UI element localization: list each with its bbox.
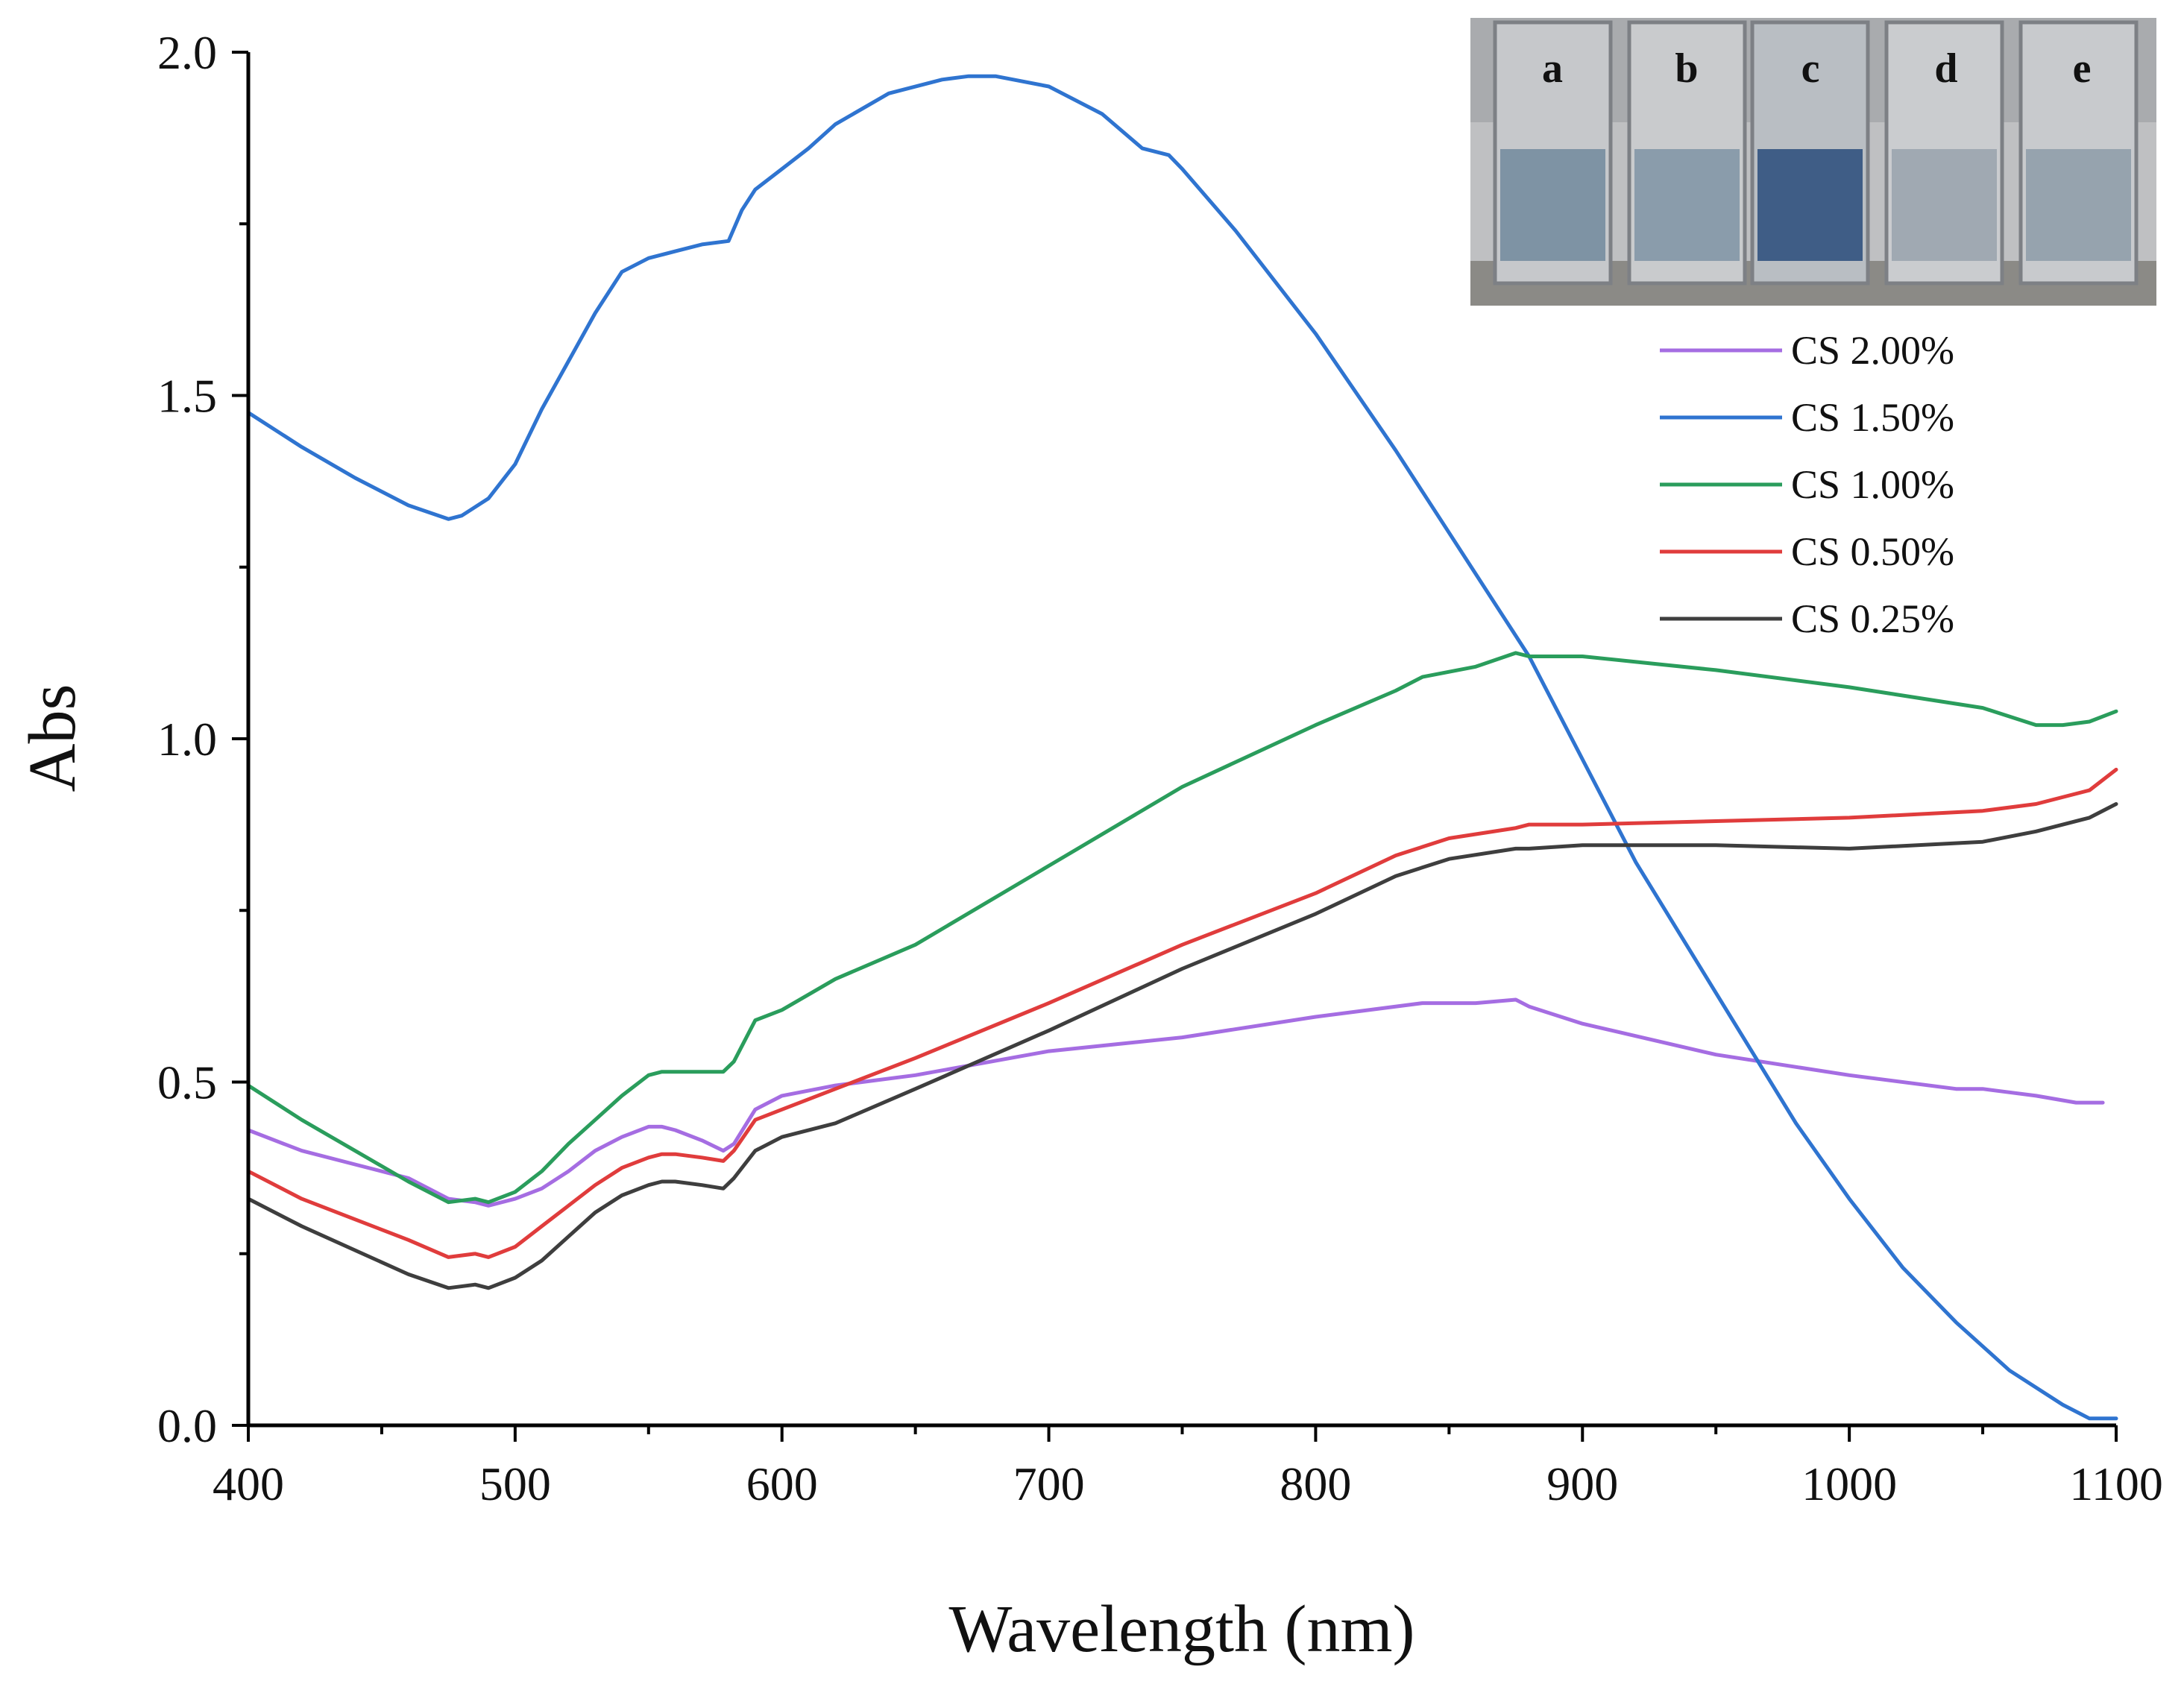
cuvette-d bbox=[1884, 20, 2004, 286]
cuvette-label-d: d bbox=[1934, 45, 1957, 92]
cuvette-a bbox=[1493, 20, 1613, 286]
cuvette-e bbox=[2018, 20, 2139, 286]
cuvette-a-solution bbox=[1500, 149, 1605, 261]
x-tick-label: 700 bbox=[1013, 1457, 1085, 1510]
cuvette-e-solution bbox=[2026, 149, 2131, 261]
cuvette-photo-inset: a b c d e bbox=[1470, 18, 2156, 306]
series-line-4 bbox=[246, 767, 2118, 1259]
x-tick-label: 500 bbox=[479, 1457, 551, 1510]
series-line-2 bbox=[246, 74, 2118, 1421]
x-tick-label: 1000 bbox=[1801, 1457, 1897, 1510]
y-tick-label: 1.5 bbox=[157, 370, 217, 423]
legend-label-1: CS 2.00% bbox=[1791, 328, 1954, 373]
x-tick-label: 800 bbox=[1280, 1457, 1351, 1510]
cuvette-label-b: b bbox=[1675, 45, 1698, 92]
legend-label-4: CS 0.50% bbox=[1791, 529, 1954, 574]
series-line-1 bbox=[246, 997, 2105, 1208]
legend: CS 2.00% CS 1.50% CS 1.00% CS 0.50% CS 0.25% bbox=[1660, 328, 1954, 641]
cuvette-b-solution bbox=[1634, 149, 1740, 261]
cuvette-label-a: a bbox=[1542, 45, 1563, 92]
y-tick-label: 2.0 bbox=[157, 26, 217, 79]
legend-label-3: CS 1.00% bbox=[1791, 462, 1954, 507]
y-axis-title: Abs bbox=[16, 684, 89, 792]
y-tick-label: 1.0 bbox=[157, 713, 217, 766]
x-tick-label: 1100 bbox=[2069, 1457, 2163, 1510]
y-tick-label: 0.5 bbox=[157, 1056, 217, 1109]
legend-label-5: CS 0.25% bbox=[1791, 596, 1954, 641]
series-line-5 bbox=[246, 802, 2118, 1290]
cuvette-label-c: c bbox=[1801, 45, 1820, 92]
legend-label-2: CS 1.50% bbox=[1791, 395, 1954, 440]
x-tick-label: 900 bbox=[1546, 1457, 1618, 1510]
y-ticks: 0.0 0.5 1.0 1.5 2.0 bbox=[157, 26, 248, 1452]
series-group bbox=[246, 74, 2118, 1421]
x-ticks: 400 500 600 700 800 900 1000 1100 bbox=[213, 1425, 2163, 1510]
cuvette-c-solution bbox=[1757, 149, 1863, 261]
x-axis-title: Wavelength (nm) bbox=[948, 1592, 1414, 1666]
x-tick-label: 400 bbox=[213, 1457, 284, 1510]
series-line-3 bbox=[246, 651, 2118, 1205]
cuvette-label-e: e bbox=[2073, 45, 2092, 92]
cuvette-d-solution bbox=[1892, 149, 1997, 261]
x-tick-label: 600 bbox=[746, 1457, 818, 1510]
cuvette-b bbox=[1627, 20, 1747, 286]
cuvette-c bbox=[1750, 20, 1870, 286]
y-tick-label: 0.0 bbox=[157, 1399, 217, 1452]
